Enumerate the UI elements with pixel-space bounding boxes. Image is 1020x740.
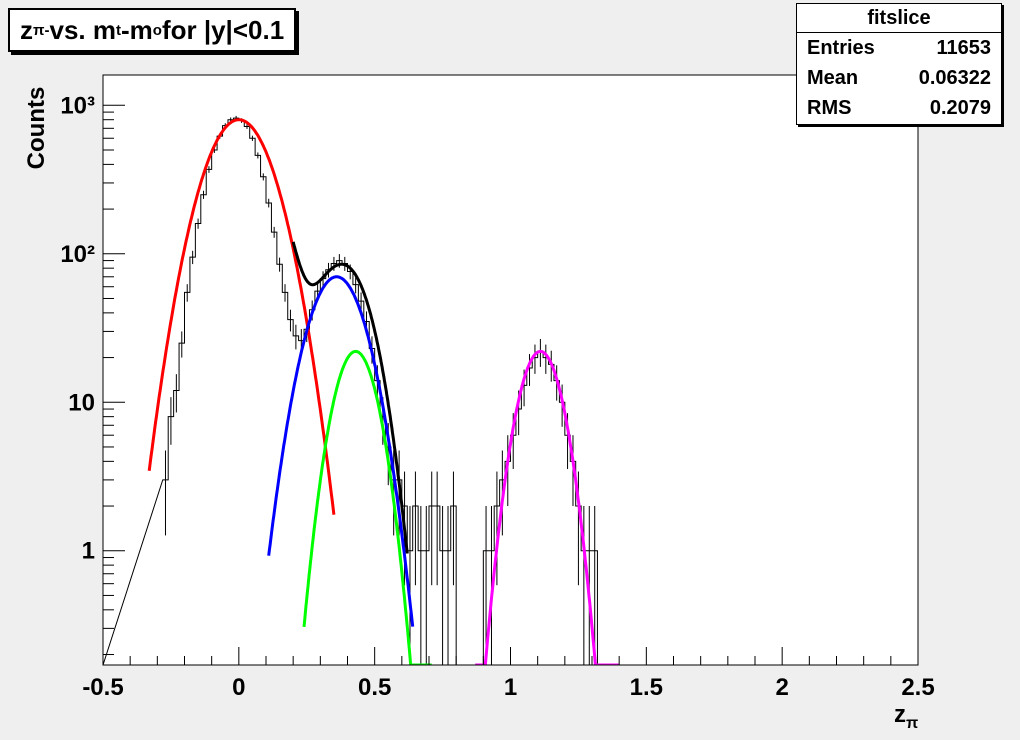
- title-part: o: [152, 21, 162, 39]
- stats-row-rms: RMS 0.2079: [797, 93, 1001, 123]
- x-axis-label-sub: π: [906, 715, 918, 732]
- x-tick-label: 0: [232, 674, 245, 701]
- x-tick-label: -0.5: [82, 674, 123, 701]
- y-tick-label: 10³: [60, 92, 95, 119]
- stats-value: 0.2079: [929, 97, 991, 119]
- stats-value: 0.06322: [918, 67, 991, 89]
- stats-label: RMS: [807, 97, 852, 119]
- fit-curve-4: [291, 241, 409, 554]
- fit-curve-3: [475, 349, 620, 665]
- chart-title: z π- vs. m t -m o for |y|<0.1: [8, 8, 297, 52]
- x-tick-label: 0.5: [358, 674, 391, 701]
- stats-row-mean: Mean 0.06322: [797, 63, 1001, 93]
- stats-box: fitslice Entries 11653 Mean 0.06322 RMS …: [796, 3, 1002, 125]
- x-tick-label: 1: [504, 674, 517, 701]
- x-tick-label: 2.5: [901, 674, 934, 701]
- x-tick-label: 2: [775, 674, 788, 701]
- plot-area: [103, 75, 918, 665]
- title-part: t: [115, 21, 121, 39]
- y-tick-label: 10²: [60, 241, 95, 268]
- y-axis-label: Counts: [23, 87, 50, 170]
- y-tick-label: 10: [68, 389, 95, 416]
- stats-row-entries: Entries 11653: [797, 33, 1001, 63]
- histogram-line: [103, 117, 918, 665]
- stats-label: Entries: [807, 37, 875, 59]
- stats-label: Mean: [807, 67, 859, 89]
- y-tick-label: 1: [82, 538, 95, 565]
- stats-value: 11653: [936, 37, 991, 59]
- title-part: for |y|<0.1: [161, 14, 285, 45]
- title-part: π-: [33, 21, 50, 39]
- x-axis-label: zπ: [894, 701, 918, 732]
- title-part: -m: [120, 14, 153, 45]
- title-part: z: [20, 14, 33, 45]
- fit-curve-0: [147, 118, 336, 515]
- x-tick-label: 1.5: [630, 674, 663, 701]
- fit-curve-1: [267, 275, 415, 627]
- fit-curve-2: [302, 349, 432, 665]
- title-part: vs. m: [49, 14, 116, 45]
- stats-title: fitslice: [797, 4, 1001, 33]
